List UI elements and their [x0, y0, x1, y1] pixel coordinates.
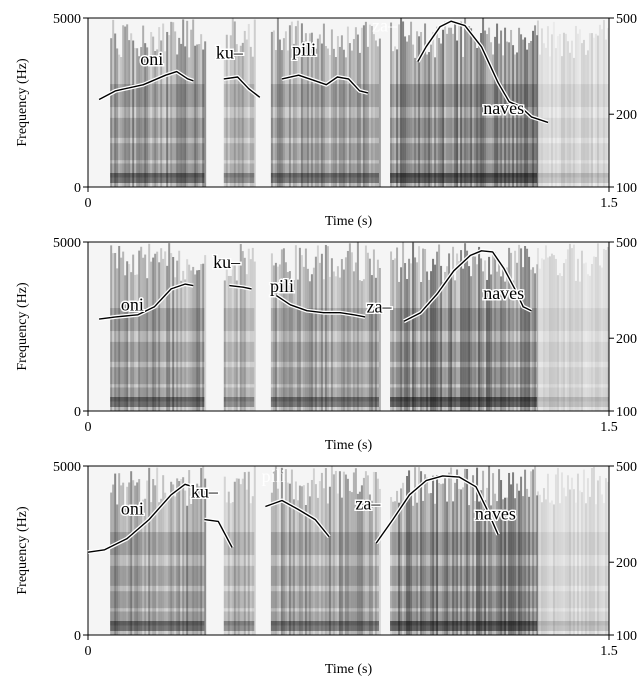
f0-contour: [276, 295, 366, 318]
plot-frame: [87, 17, 610, 188]
syllable-label: ku–: [191, 482, 219, 502]
f0-contour: [87, 483, 194, 553]
right-tick-label: 500: [616, 236, 637, 251]
spectrogram-image: [88, 18, 609, 187]
x-tick-label: 0: [85, 420, 92, 435]
syllable-label: pili: [262, 466, 286, 486]
syllable-label: ku–: [216, 42, 244, 62]
syllable-label: oni: [140, 49, 163, 69]
syllable-label: pili: [292, 39, 316, 59]
y-tick-label: 0: [74, 405, 81, 420]
f0-contour: [403, 250, 532, 322]
right-tick-label: 100: [616, 629, 637, 644]
f0-contour: [375, 475, 499, 544]
spectrogram-image: [88, 242, 609, 411]
y-axis-label: Frequency (Hz): [15, 282, 30, 371]
syllable-label: ku–: [213, 252, 241, 272]
syllable-label: naves: [483, 98, 524, 118]
syllable-label: za–: [372, 15, 398, 35]
y-tick-label: 5000: [53, 12, 81, 27]
syllable-label: za–: [355, 494, 381, 514]
f0-contour: [265, 499, 330, 538]
f0-contour: [204, 518, 233, 548]
x-axis-label: Time (s): [325, 214, 373, 229]
right-tick-label: 100: [616, 181, 637, 196]
x-tick-label: 1.5: [600, 644, 618, 659]
y-axis-label: Frequency (Hz): [15, 58, 30, 147]
y-tick-label: 5000: [53, 236, 81, 251]
f0-contour: [281, 74, 369, 94]
f0-contour: [98, 70, 194, 101]
x-tick-label: 0: [85, 196, 92, 211]
f0-contour: [417, 20, 549, 124]
x-axis-label: Time (s): [325, 662, 373, 677]
syllable-label: naves: [483, 283, 524, 303]
f0-contour: [99, 283, 194, 320]
y-tick-label: 0: [74, 181, 81, 196]
f0-contour: [223, 76, 261, 98]
syllable-label: pili: [270, 276, 294, 296]
x-tick-label: 0: [85, 644, 92, 659]
plot-frame: [87, 241, 610, 412]
y-tick-label: 0: [74, 629, 81, 644]
right-tick-label: 200: [616, 556, 637, 571]
x-tick-label: 1.5: [600, 196, 618, 211]
x-axis-label: Time (s): [325, 438, 373, 453]
syllable-label: za–: [366, 297, 392, 317]
right-tick-label: 200: [616, 332, 637, 347]
y-tick-label: 5000: [53, 460, 81, 475]
right-tick-label: 100: [616, 405, 637, 420]
syllable-label: oni: [121, 499, 144, 519]
x-tick-label: 1.5: [600, 420, 618, 435]
f0-contour: [229, 284, 252, 290]
right-tick-label: 500: [616, 12, 637, 27]
syllable-label: naves: [475, 504, 516, 524]
right-tick-label: 500: [616, 460, 637, 475]
right-tick-label: 200: [616, 108, 637, 123]
syllable-label: oni: [121, 295, 144, 315]
y-axis-label: Frequency (Hz): [15, 506, 30, 595]
